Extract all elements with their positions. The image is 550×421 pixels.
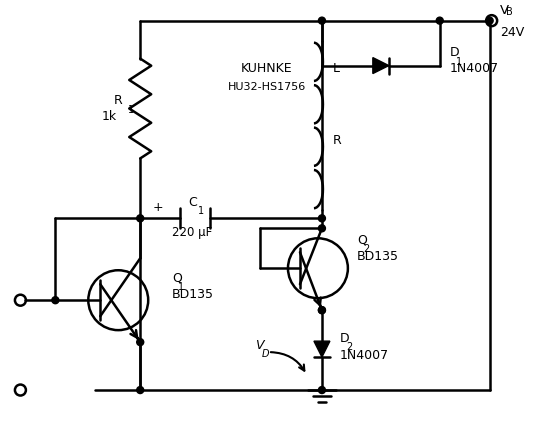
Text: V: V: [499, 4, 509, 17]
Circle shape: [137, 215, 144, 222]
Text: 220 μF: 220 μF: [172, 226, 212, 239]
Circle shape: [318, 386, 326, 394]
Circle shape: [137, 386, 144, 394]
Polygon shape: [314, 341, 330, 357]
Circle shape: [318, 215, 326, 222]
Text: L: L: [333, 62, 340, 75]
Text: V: V: [255, 338, 263, 352]
Text: BD135: BD135: [357, 250, 399, 263]
Text: +: +: [152, 201, 163, 214]
Circle shape: [318, 306, 326, 314]
Text: 1: 1: [128, 104, 134, 115]
Text: R: R: [333, 134, 342, 147]
Text: BD135: BD135: [172, 288, 214, 301]
Text: D: D: [262, 349, 270, 359]
Text: 1: 1: [178, 282, 184, 292]
Polygon shape: [373, 58, 389, 74]
Text: 2: 2: [363, 244, 369, 254]
Text: 1: 1: [198, 206, 204, 216]
Text: B: B: [506, 7, 513, 17]
Text: HU32-HS1756: HU32-HS1756: [228, 82, 306, 91]
Text: 1N4007: 1N4007: [340, 349, 389, 362]
Text: C: C: [188, 196, 196, 209]
Text: 1: 1: [456, 56, 462, 67]
Text: D: D: [340, 332, 349, 345]
Circle shape: [486, 17, 493, 24]
Text: 1k: 1k: [102, 110, 117, 123]
Text: 2: 2: [346, 342, 352, 352]
Text: 1N4007: 1N4007: [450, 62, 499, 75]
Text: 24V: 24V: [499, 26, 524, 39]
Text: KUHNKE: KUHNKE: [241, 62, 293, 75]
Circle shape: [137, 338, 144, 346]
Text: Q: Q: [172, 272, 182, 285]
Circle shape: [436, 17, 443, 24]
Text: Q: Q: [357, 234, 367, 247]
Circle shape: [318, 306, 326, 314]
Circle shape: [52, 297, 59, 304]
Circle shape: [318, 17, 326, 24]
Text: R: R: [113, 94, 122, 107]
Circle shape: [318, 225, 326, 232]
Text: D: D: [450, 46, 459, 59]
